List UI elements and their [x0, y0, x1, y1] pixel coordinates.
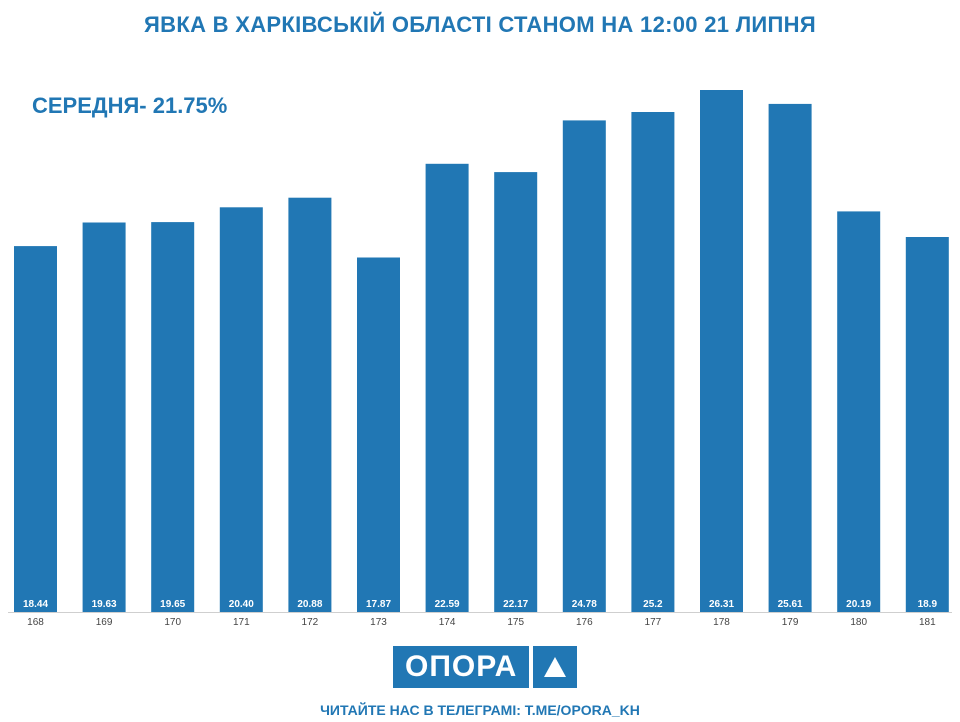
average-turnout: СЕРЕДНЯ- 21.75%	[32, 93, 228, 118]
category-label-176: 176	[576, 617, 593, 628]
bar-180	[837, 211, 881, 612]
category-label-174: 174	[439, 617, 456, 628]
value-label-176: 24.78	[572, 599, 597, 610]
category-label-169: 169	[96, 617, 113, 628]
value-label-178: 26.31	[709, 599, 734, 610]
category-label-181: 181	[919, 617, 936, 628]
value-label-180: 20.19	[846, 599, 871, 610]
value-label-181: 18.9	[918, 599, 938, 610]
bar-179	[768, 103, 812, 613]
category-label-177: 177	[645, 617, 662, 628]
value-label-173: 17.87	[366, 599, 391, 610]
category-label-173: 173	[370, 617, 387, 628]
bar-181	[905, 237, 949, 612]
bar-169	[82, 222, 126, 612]
category-label-168: 168	[27, 617, 44, 628]
category-label-170: 170	[164, 617, 181, 628]
triangle-icon	[533, 646, 578, 688]
bar-170	[151, 222, 195, 612]
bar-172	[288, 197, 332, 612]
value-label-174: 22.59	[435, 599, 460, 610]
category-label-180: 180	[850, 617, 867, 628]
value-label-170: 19.65	[160, 599, 185, 610]
bar-176	[562, 120, 606, 613]
telegram-caption[interactable]: ЧИТАЙТЕ НАС В ТЕЛЕГРАМІ: T.ME/OPORA_KH	[320, 702, 640, 718]
value-label-171: 20.40	[229, 599, 254, 610]
value-label-175: 22.17	[503, 599, 528, 610]
bar-171	[219, 207, 263, 613]
logo-text: ОПОРА	[393, 646, 530, 688]
value-label-168: 18.44	[23, 599, 48, 610]
opora-logo[interactable]: ОПОРА	[393, 646, 578, 688]
value-label-177: 25.2	[643, 599, 663, 610]
category-label-175: 175	[507, 617, 524, 628]
category-label-178: 178	[713, 617, 730, 628]
bar-175	[494, 172, 538, 612]
value-label-179: 25.61	[778, 599, 803, 610]
category-label-179: 179	[782, 617, 799, 628]
value-label-169: 19.63	[92, 599, 117, 610]
bar-168	[14, 246, 57, 612]
category-label-172: 172	[302, 617, 319, 628]
chart-title: ЯВКА В ХАРКІВСЬКІЙ ОБЛАСТІ СТАНОМ НА 12:…	[144, 12, 816, 37]
bar-177	[631, 112, 675, 612]
value-label-172: 20.88	[297, 599, 322, 610]
bar-178	[700, 90, 743, 612]
turnout-bar-chart: 18.44 168 19.63 169 19.65 170 20.40 171 20.88 172…	[8, 90, 952, 628]
category-label-171: 171	[233, 617, 250, 628]
bar-174	[425, 163, 469, 613]
bar-173	[357, 257, 400, 612]
